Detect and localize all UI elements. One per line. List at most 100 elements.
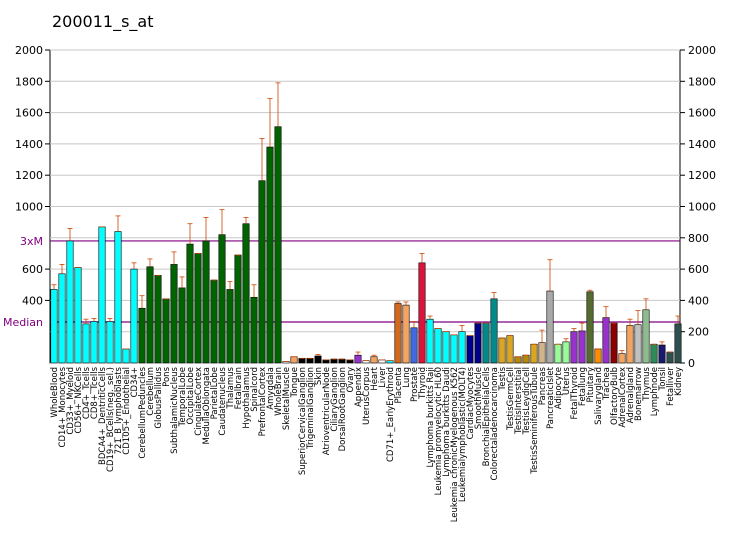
reference-label: 3xM xyxy=(20,235,43,248)
x-tick-label: CD4+_Tcells xyxy=(82,366,92,419)
x-tick-label: Ovary xyxy=(346,367,356,392)
x-tick-label: Fetallung xyxy=(578,367,588,406)
bar xyxy=(290,356,298,364)
x-tick-label: Lymphoma burkitts Daudi xyxy=(442,367,452,477)
x-tick-label: WholeBrain xyxy=(274,367,284,416)
x-tick-label: TestisSeminiferousTubule xyxy=(530,367,540,475)
x-tick-label: CD71+_EarlyErythroid xyxy=(386,367,396,462)
bar xyxy=(426,318,434,364)
x-tick-label: SkeletalMuscle xyxy=(282,367,292,430)
bar xyxy=(466,335,474,364)
bar xyxy=(234,254,242,364)
x-tick-label: Thalamus xyxy=(226,366,236,409)
bar xyxy=(554,343,562,364)
bar xyxy=(626,325,634,364)
bar xyxy=(314,355,322,364)
y-tick-label: 2000 xyxy=(15,44,43,57)
x-tick-label: Prostate xyxy=(410,367,420,402)
bar xyxy=(114,231,122,364)
x-tick-label: TestisInterstitial xyxy=(514,367,524,435)
bar xyxy=(434,328,442,364)
bar xyxy=(146,266,154,364)
bar xyxy=(602,317,610,364)
x-tick-label: CD14+_Monocytes xyxy=(58,366,68,447)
bar xyxy=(266,146,274,364)
x-tick-label: CD105+_Endothelial xyxy=(122,367,132,455)
bar xyxy=(306,358,314,364)
x-tick-label: Leukemialymphoblastic(MOLT4) xyxy=(458,367,468,502)
x-tick-label: AtrioventricularNode xyxy=(322,367,332,455)
x-tick-label: CD33+_Myeloid xyxy=(66,367,76,435)
bar xyxy=(330,358,338,364)
bar xyxy=(250,296,258,364)
x-tick-label: Colorectaladenocarcinoma xyxy=(490,367,500,481)
bar xyxy=(658,344,666,364)
bar xyxy=(402,304,410,364)
y2-tick-label: 600 xyxy=(688,263,709,276)
bar xyxy=(418,262,426,364)
y-tick-label: 1200 xyxy=(15,169,43,182)
bar xyxy=(410,327,418,364)
x-tick-label: TestisGermCell xyxy=(506,367,516,431)
x-tick-label: 721_B_lymphoblasts xyxy=(114,366,124,454)
x-tick-label: BDCA4+_DentriticCells xyxy=(98,366,108,465)
x-tick-label: UterusCorpus xyxy=(362,366,372,425)
x-tick-label: CD19+_BCells(neg._sel.) xyxy=(106,367,116,472)
bar xyxy=(378,359,386,364)
x-tick-label: AdrenalCortex xyxy=(618,367,628,428)
bar xyxy=(450,334,458,364)
y2-tick-label: 1200 xyxy=(688,169,716,182)
y2-tick-label: 200 xyxy=(688,326,709,339)
bar xyxy=(610,322,618,364)
x-tick-label: Leukemia promyelocytic HL60 xyxy=(434,367,444,495)
x-tick-label: Amygdala xyxy=(266,367,276,410)
x-tick-label: Spinalcord xyxy=(250,367,260,412)
x-tick-label: Testis xyxy=(498,366,508,391)
bar xyxy=(202,240,210,364)
x-tick-label: WholeBlood xyxy=(50,367,60,418)
x-tick-label: OccipitalLobe xyxy=(186,367,196,424)
x-tick-label: SuperiorCervicalGanglion xyxy=(298,367,308,475)
bar xyxy=(106,321,114,364)
bar xyxy=(586,291,594,364)
x-tick-label: TemporalLobe xyxy=(178,367,188,427)
y-tick-label: 1400 xyxy=(15,138,43,151)
bar xyxy=(570,331,578,364)
bar xyxy=(210,279,218,364)
bar xyxy=(218,234,226,364)
bar xyxy=(354,354,362,364)
x-tick-label: CiliaryGanglion xyxy=(330,367,340,432)
y2-tick-label: 0 xyxy=(688,357,695,370)
bar xyxy=(618,353,626,364)
y2-tick-label: 1600 xyxy=(688,107,716,120)
x-tick-label: CingulateCortex xyxy=(194,367,204,436)
bar xyxy=(498,337,506,364)
bar xyxy=(370,356,378,364)
bar xyxy=(90,321,98,364)
bar xyxy=(538,342,546,364)
bar xyxy=(74,267,82,364)
bar xyxy=(674,323,682,364)
y-tick-label: 1000 xyxy=(15,201,43,214)
x-tick-label: Tonsil xyxy=(658,367,668,392)
x-tick-label: Adrenalgland xyxy=(626,367,636,423)
bar xyxy=(154,275,162,364)
y2-tick-label: 1000 xyxy=(688,201,716,214)
bar xyxy=(58,273,66,364)
x-tick-label: Lung xyxy=(402,367,412,388)
x-tick-label: Thyroid xyxy=(418,367,428,400)
x-tick-label: Cerebellum xyxy=(146,367,156,416)
x-tick-label: Kidney xyxy=(674,367,684,396)
x-tick-label: CerebellumPeduncles xyxy=(138,366,148,458)
y2-tick-label: 800 xyxy=(688,232,709,245)
bar xyxy=(170,264,178,364)
x-tick-label: Adipocyte xyxy=(554,367,564,409)
bar xyxy=(298,358,306,364)
x-tick-label: Caudatenucleus xyxy=(218,366,228,435)
x-tick-label: Placenta xyxy=(394,367,404,404)
bar xyxy=(130,268,138,364)
bar xyxy=(442,331,450,364)
y2-tick-label: 400 xyxy=(688,294,709,307)
bar xyxy=(546,290,554,364)
